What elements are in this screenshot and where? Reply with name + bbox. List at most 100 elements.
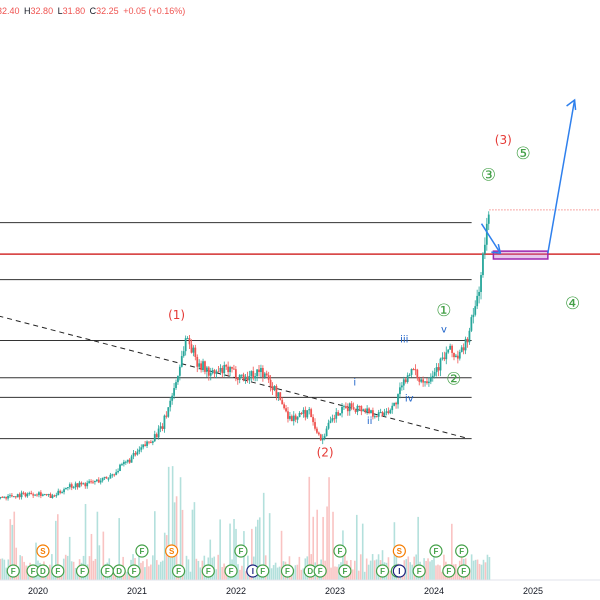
- event-marker-f[interactable]: F: [333, 544, 347, 558]
- event-marker-text: S: [397, 547, 403, 556]
- event-marker-f[interactable]: F: [442, 564, 456, 578]
- volume-bar: [183, 569, 186, 580]
- event-marker-f[interactable]: F: [429, 544, 443, 558]
- candle-body: [213, 370, 216, 374]
- candle-body: [111, 474, 114, 476]
- candle-body: [231, 367, 233, 369]
- candle-body: [372, 410, 374, 417]
- candle-body: [72, 487, 75, 489]
- candle-body: [151, 441, 154, 443]
- event-marker-s[interactable]: S: [392, 544, 406, 558]
- x-axis: 2020 2021 2022 2023 2024 2025: [28, 586, 543, 596]
- candle-body: [348, 403, 351, 412]
- volume-bar: [124, 570, 126, 580]
- event-marker-f[interactable]: F: [224, 564, 238, 578]
- volume-bar: [171, 466, 174, 580]
- candle-body: [207, 367, 210, 376]
- projection-arrow-down: [480, 223, 501, 254]
- event-marker-f[interactable]: F: [338, 564, 352, 578]
- event-marker-d[interactable]: D: [112, 564, 126, 578]
- volume-bar: [191, 509, 194, 580]
- arrow-head: [491, 243, 502, 254]
- candle-body: [146, 441, 148, 446]
- volume-bar: [439, 565, 441, 580]
- candle-body: [271, 386, 274, 391]
- candle-body: [453, 352, 455, 358]
- candle-body: [9, 495, 11, 497]
- event-marker-f[interactable]: F: [51, 564, 65, 578]
- volume-bar: [280, 530, 283, 580]
- candle-body: [90, 481, 92, 483]
- event-marker-f[interactable]: F: [375, 564, 390, 578]
- event-marker-f[interactable]: F: [256, 564, 270, 578]
- event-marker-circle: [112, 564, 126, 578]
- candle-body: [57, 490, 60, 496]
- event-marker-text: F: [11, 567, 16, 576]
- event-marker-f[interactable]: F: [127, 564, 141, 578]
- event-marker-f[interactable]: F: [412, 564, 426, 578]
- volume-bar: [332, 511, 334, 580]
- event-marker-circle: [135, 544, 149, 558]
- candle-body: [258, 369, 260, 373]
- event-marker-f[interactable]: F: [135, 544, 149, 558]
- event-marker-f[interactable]: F: [75, 564, 90, 578]
- volume-bar: [470, 554, 473, 580]
- volume-bar: [435, 565, 437, 580]
- event-marker-s[interactable]: S: [36, 544, 50, 558]
- event-marker-f[interactable]: F: [6, 564, 20, 578]
- volume-bar: [102, 531, 105, 580]
- event-marker-f[interactable]: F: [100, 564, 114, 578]
- candle-body: [221, 367, 224, 374]
- event-marker-f[interactable]: F: [313, 564, 327, 578]
- event-marker-i[interactable]: I: [392, 564, 406, 578]
- event-marker-f[interactable]: F: [455, 544, 469, 558]
- candle-body: [277, 392, 280, 397]
- event-marker-text: F: [446, 567, 451, 576]
- candle-body: [418, 378, 421, 382]
- candle-body: [304, 409, 307, 418]
- candle-body: [377, 412, 380, 417]
- candle-body: [300, 412, 303, 414]
- event-marker-f[interactable]: F: [280, 564, 295, 578]
- volume-bar: [156, 560, 158, 580]
- candle-body: [43, 494, 46, 496]
- volume-bar: [365, 558, 368, 580]
- event-marker-d[interactable]: D: [36, 564, 50, 578]
- event-marker-f[interactable]: F: [234, 544, 248, 558]
- wave-label: (2): [317, 445, 334, 459]
- volume-bar: [488, 557, 491, 580]
- candle-body: [285, 408, 287, 412]
- volume-bar: [98, 545, 101, 580]
- candle-body: [198, 363, 201, 367]
- candle-body: [121, 464, 123, 466]
- candle-body: [261, 368, 264, 377]
- candle-body: [306, 410, 309, 418]
- candle-body: [466, 338, 469, 343]
- event-marker-f[interactable]: F: [457, 564, 471, 578]
- volume-bar: [96, 511, 99, 580]
- volume-bars: [0, 466, 491, 580]
- volume-bar: [197, 560, 200, 580]
- volume-bar: [237, 564, 239, 580]
- event-marker-f[interactable]: F: [171, 564, 186, 578]
- candle-body: [22, 492, 25, 494]
- volume-bar: [431, 559, 433, 580]
- candle-body: [294, 415, 297, 420]
- x-axis-tick-label: 2024: [424, 586, 444, 596]
- candle-body: [140, 447, 143, 450]
- volume-bar: [334, 566, 336, 580]
- candle-body: [130, 456, 133, 463]
- event-marker-text: F: [31, 567, 36, 576]
- event-marker-s[interactable]: S: [165, 544, 179, 558]
- event-marker-circle: [6, 564, 20, 578]
- event-marker-f[interactable]: F: [201, 564, 215, 578]
- event-markers[interactable]: FFDSFFFDFFSFFFFIFFDFFFFSFIFFFFF: [6, 544, 471, 578]
- volume-bar: [355, 514, 358, 580]
- candle-body: [443, 357, 446, 360]
- candle-body: [435, 367, 438, 373]
- volume-bar: [486, 554, 489, 580]
- candle-body: [333, 418, 336, 420]
- volume-bar: [433, 552, 435, 580]
- volume-bar: [354, 560, 356, 580]
